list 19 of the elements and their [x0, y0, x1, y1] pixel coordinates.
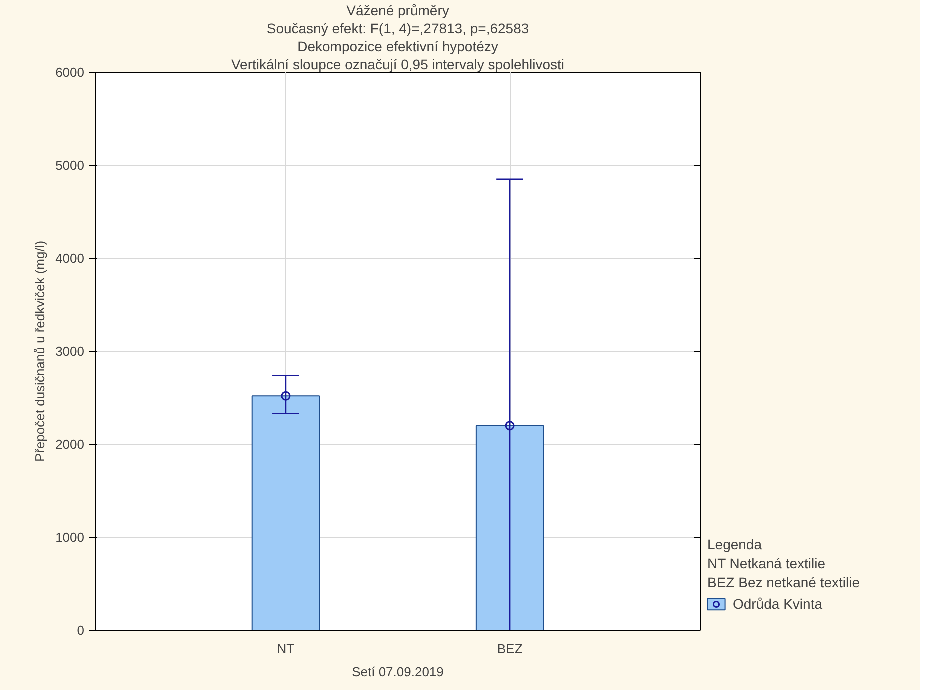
y-tick-label: 2000 — [56, 437, 84, 452]
x-axis-title: Setí 07.09.2019 — [352, 664, 444, 680]
text: NT Netkaná textilie — [708, 556, 826, 572]
text: BEZ Bez netkané textilie — [708, 574, 860, 590]
y-tick-label: 0 — [77, 623, 85, 638]
y-tick-label: 1000 — [56, 530, 84, 545]
y-tick-label: 4000 — [56, 251, 84, 266]
chart-subtitle: Současný efekt: F(1, 4)=,27813, p=,62583 — [266, 20, 530, 36]
chart-title: Vážené průměry — [346, 2, 450, 18]
x-tick-label: BEZ — [497, 642, 523, 656]
text: Dekompozice efektivní hypotézy — [298, 38, 498, 54]
x-tick-label: NT — [277, 642, 295, 656]
y-tick-label: 3000 — [56, 344, 84, 359]
y-tick-label: 6000 — [56, 65, 84, 80]
legend-label: Odrůda Kvinta — [733, 596, 822, 612]
y-tick-label: 5000 — [56, 158, 84, 173]
text: Legenda — [708, 536, 762, 552]
y-axis-title: Přepočet dusičnanů u ředkviček (mg/l) — [32, 240, 48, 462]
annotation: Vertikální sloupce označují 0,95 intervaly spolehlivosti — [231, 56, 565, 72]
